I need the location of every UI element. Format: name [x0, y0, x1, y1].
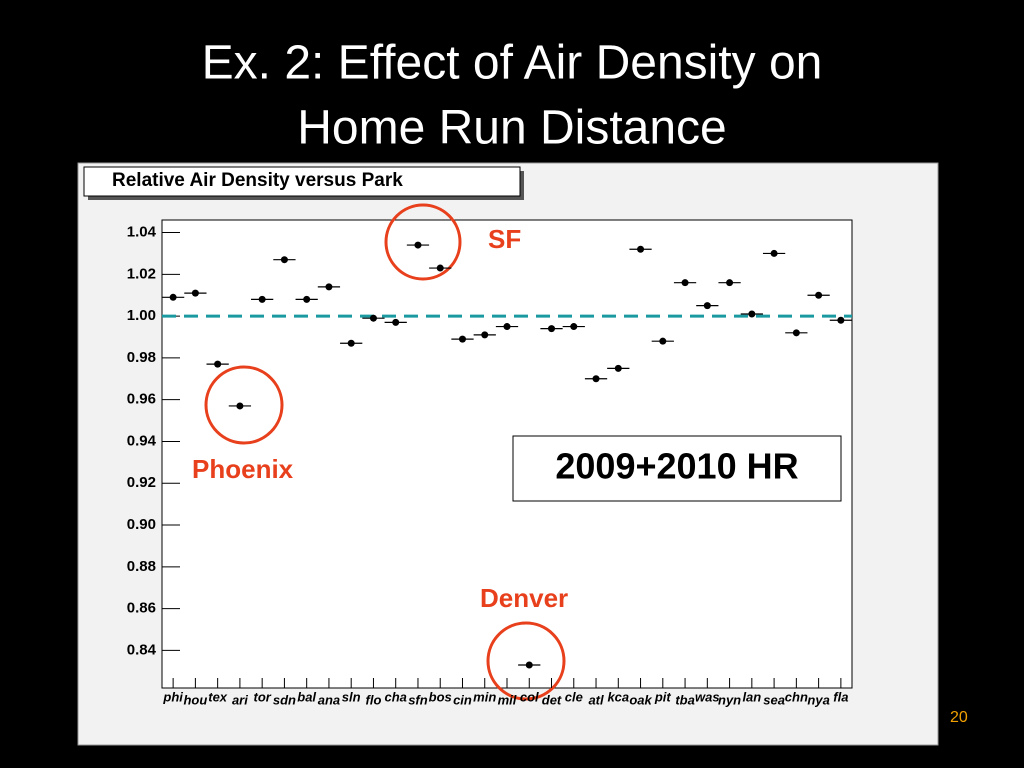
- highlight-circle: [486, 621, 566, 701]
- point: [726, 279, 734, 287]
- x-tick-label: sfn: [408, 692, 428, 707]
- point: [236, 402, 244, 410]
- point: [458, 335, 466, 343]
- x-tick-label: tor: [253, 689, 271, 704]
- point: [303, 295, 311, 303]
- x-tick-label: sdn: [273, 692, 296, 707]
- point: [369, 314, 377, 322]
- y-tick-label: 1.00: [127, 307, 156, 324]
- point: [280, 256, 288, 264]
- y-tick-label: 0.90: [127, 516, 156, 533]
- page-number: 20: [950, 709, 968, 726]
- point: [191, 289, 199, 297]
- y-tick-label: 0.92: [127, 474, 156, 491]
- point: [815, 291, 823, 299]
- point: [614, 364, 622, 372]
- point: [570, 323, 578, 331]
- x-tick-label: atl: [588, 692, 604, 707]
- x-tick-label: ana: [318, 692, 340, 707]
- x-tick-label: sea: [763, 692, 785, 707]
- y-tick-label: 0.84: [127, 641, 157, 658]
- x-tick-label: bos: [429, 689, 452, 704]
- x-tick-label: pit: [654, 689, 672, 704]
- x-tick-label: oak: [629, 692, 652, 707]
- x-tick-label: min: [473, 689, 496, 704]
- x-tick-label: was: [695, 689, 720, 704]
- x-tick-label: mil: [498, 692, 517, 707]
- point: [503, 323, 511, 331]
- x-tick-label: cha: [385, 689, 407, 704]
- x-tick-label: nya: [807, 692, 829, 707]
- point: [392, 318, 400, 326]
- annotation: SF: [488, 224, 521, 254]
- x-tick-label: hou: [183, 692, 207, 707]
- point: [659, 337, 667, 345]
- point: [414, 241, 422, 249]
- x-tick-label: cin: [453, 692, 472, 707]
- x-tick-label: tex: [208, 689, 228, 704]
- annotation: Phoenix: [192, 454, 294, 484]
- point: [169, 293, 177, 301]
- point: [837, 316, 845, 324]
- point: [792, 329, 800, 337]
- annotation: Denver: [480, 583, 568, 613]
- point: [347, 339, 355, 347]
- x-tick-label: sln: [342, 689, 361, 704]
- y-tick-label: 0.96: [127, 391, 156, 408]
- y-tick-label: 0.88: [127, 558, 156, 575]
- y-tick-label: 0.94: [127, 432, 157, 449]
- legend-text: 2009+2010 HR: [555, 446, 798, 487]
- point: [525, 661, 533, 669]
- point: [681, 279, 689, 287]
- x-tick-label: bal: [297, 689, 316, 704]
- chart-title: Relative Air Density versus Park: [112, 170, 403, 191]
- point: [436, 264, 444, 272]
- point: [481, 331, 489, 339]
- highlight-circle: [204, 365, 284, 445]
- x-tick-label: phi: [162, 689, 183, 704]
- point: [703, 302, 711, 310]
- point: [770, 249, 778, 257]
- x-tick-label: nyn: [718, 692, 741, 707]
- point: [637, 245, 645, 253]
- y-tick-label: 1.04: [127, 224, 157, 241]
- slide-title-line: Home Run Distance: [297, 102, 727, 155]
- legend-box: [512, 435, 842, 502]
- point: [748, 310, 756, 318]
- point: [325, 283, 333, 291]
- x-tick-label: cle: [565, 689, 583, 704]
- x-tick-label: kca: [607, 689, 629, 704]
- x-tick-label: ari: [232, 692, 248, 707]
- point: [592, 375, 600, 383]
- y-tick-label: 0.86: [127, 600, 156, 617]
- y-tick-label: 0.98: [127, 349, 156, 366]
- x-tick-label: det: [542, 692, 562, 707]
- slide-title-line: Ex. 2: Effect of Air Density on: [202, 37, 823, 90]
- point: [258, 295, 266, 303]
- x-tick-label: fla: [833, 689, 848, 704]
- point: [548, 325, 556, 333]
- highlight-circle: [384, 203, 462, 281]
- title-box: [83, 166, 521, 197]
- x-tick-label: flo: [366, 692, 382, 707]
- x-tick-label: tba: [675, 692, 695, 707]
- point: [214, 360, 222, 368]
- x-tick-label: chn: [785, 689, 808, 704]
- x-tick-label: lan: [742, 689, 761, 704]
- plot: 0.84 0.86 0.88 0.90 0.92 0.94 0.96 0.98 1.00 1.02…: [127, 224, 852, 707]
- y-tick-label: 1.02: [127, 265, 156, 282]
- x-tick-label: col: [520, 689, 539, 704]
